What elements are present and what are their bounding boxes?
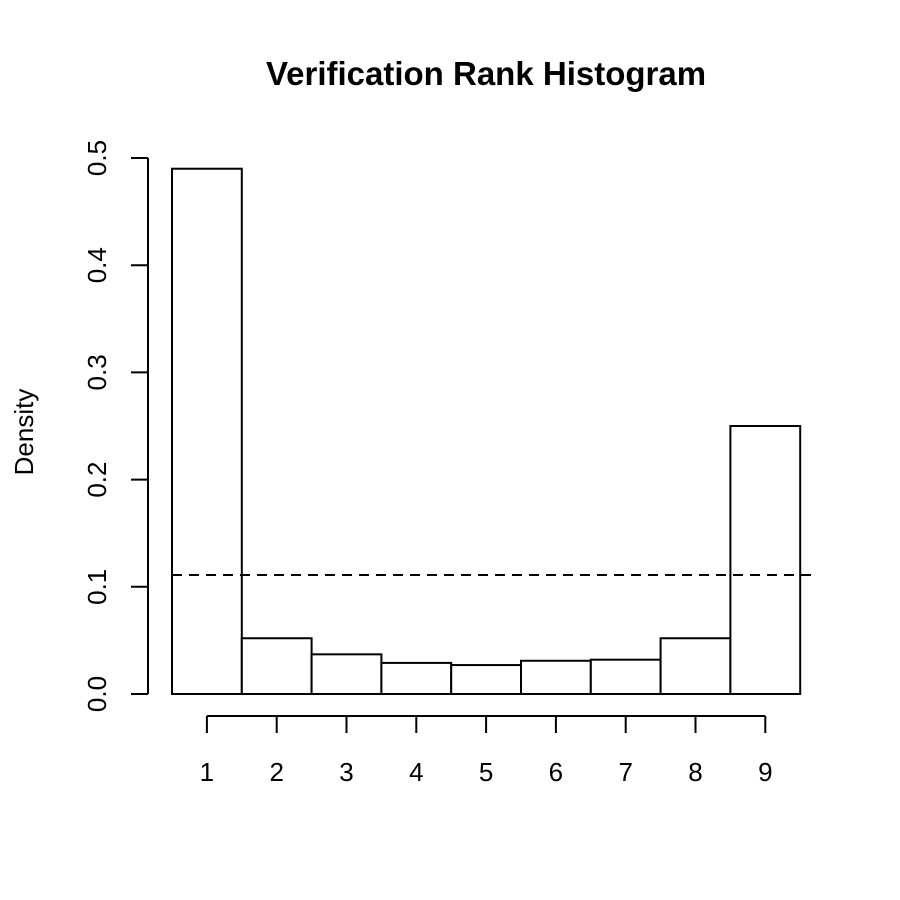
y-tick-label: 0.5 — [82, 140, 112, 176]
x-tick-label: 8 — [688, 757, 702, 787]
y-tick-label: 0.4 — [82, 247, 112, 283]
y-axis: 0.0 0.1 0.2 0.3 0.4 0.5 — [82, 140, 149, 712]
bars — [171, 167, 802, 696]
chart-title: Verification Rank Histogram — [266, 55, 706, 92]
bar-rank-9 — [729, 425, 802, 695]
x-tick-label: 4 — [409, 757, 423, 787]
x-tick-label: 7 — [618, 757, 632, 787]
bar-rank-6 — [520, 659, 592, 696]
bar-rank-2 — [240, 637, 313, 695]
x-tick-label: 6 — [549, 757, 563, 787]
x-tick-label: 5 — [479, 757, 493, 787]
x-tick-label: 1 — [200, 757, 214, 787]
bar-rank-4 — [380, 661, 453, 695]
bar-rank-3 — [310, 653, 383, 695]
bar-rank-1 — [171, 167, 243, 696]
bar-rank-5 — [450, 664, 523, 696]
y-tick-label: 0.1 — [82, 569, 112, 605]
bar-rank-8 — [659, 637, 732, 695]
y-tick-label: 0.0 — [82, 676, 112, 712]
y-tick-label: 0.3 — [82, 354, 112, 390]
y-axis-label: Density — [9, 389, 39, 476]
bar-rank-7 — [589, 658, 662, 695]
y-tick-label: 0.2 — [82, 462, 112, 498]
x-tick-label: 9 — [758, 757, 772, 787]
x-axis: 1 2 3 4 5 6 7 8 9 — [200, 715, 773, 787]
x-tick-label: 2 — [269, 757, 283, 787]
x-tick-label: 3 — [339, 757, 353, 787]
